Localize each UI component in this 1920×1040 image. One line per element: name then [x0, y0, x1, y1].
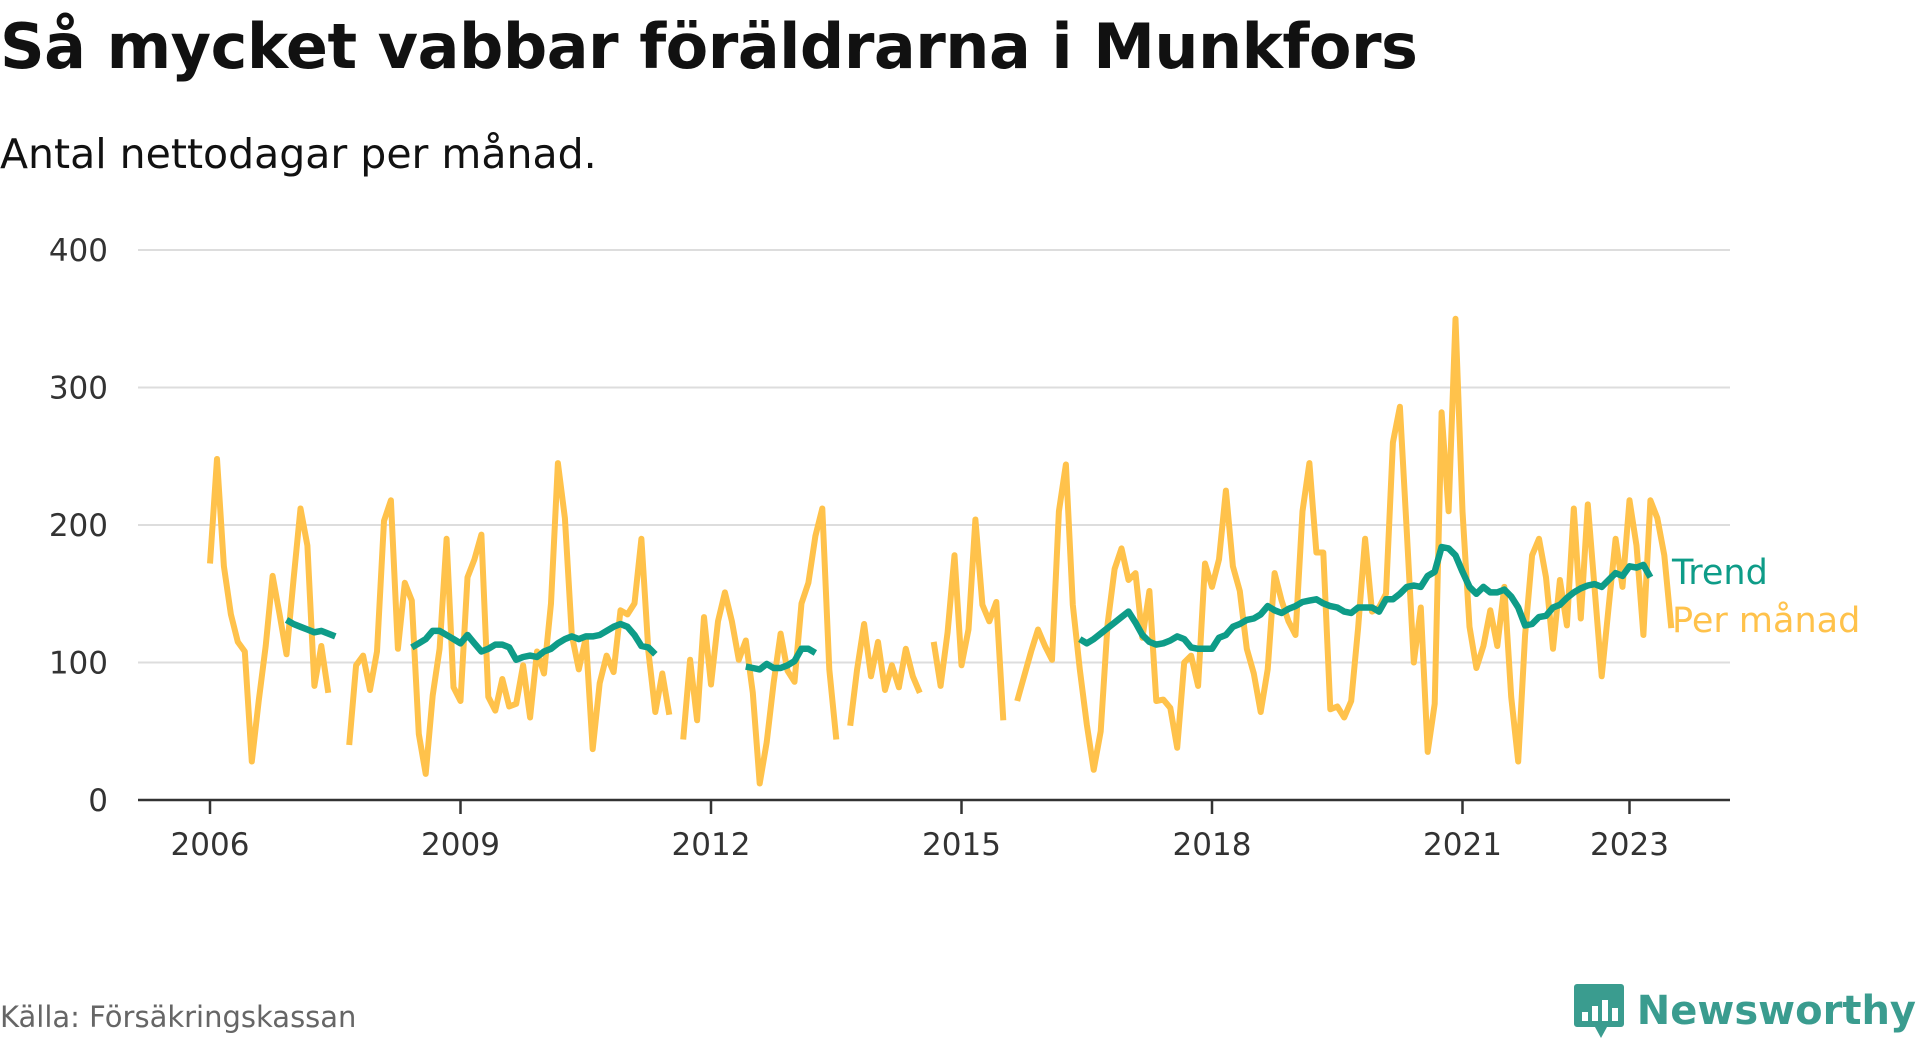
series-line-per-manad-segment-2 [346, 460, 673, 777]
x-tick-label-2023: 2023 [1590, 827, 1669, 863]
legend-label-trend: Trend [1671, 553, 1768, 593]
end-labels: Trend Per månad [1671, 553, 1860, 641]
y-tick-label-400: 400 [49, 233, 108, 269]
x-tick-label-2018: 2018 [1173, 827, 1252, 863]
series-line-per-manad-segment-4 [847, 621, 923, 727]
legend-label-per-manad: Per månad [1672, 600, 1860, 641]
series-lines [207, 315, 1675, 787]
x-axis: 2006 2009 2012 2015 2018 2021 2023 [138, 798, 1730, 863]
series-line-trend-segment-1 [284, 617, 337, 640]
y-tick-label-200: 200 [49, 508, 108, 544]
brand-logo-link[interactable]: Newsworthy [1573, 982, 1916, 1040]
chart-subtitle: Antal nettodagar per månad. [0, 130, 597, 178]
y-tick-label-300: 300 [49, 371, 108, 407]
x-tick-label-2012: 2012 [672, 827, 751, 863]
x-tick-label-2021: 2021 [1423, 827, 1502, 863]
source-note: Källa: Försäkringskassan [0, 1000, 357, 1034]
y-axis-tick-labels: 0 100 200 300 400 [49, 233, 108, 819]
series-line-trend-segment-3 [745, 645, 818, 673]
chart-title: Så mycket vabbar föräldrarna i Munkfors [0, 10, 1418, 83]
x-tick-label-2015: 2015 [922, 827, 1001, 863]
series-line-per-manad-segment-5 [930, 516, 1007, 721]
x-tick-label-2009: 2009 [421, 827, 500, 863]
x-tick-label-2006: 2006 [171, 827, 250, 863]
series-line-per-manad-segment-3 [680, 505, 840, 787]
series-line-per-manad-segment-6 [1014, 315, 1675, 773]
series-line-per-manad-segment-1 [207, 456, 332, 765]
series-line-trend-segment-4 [1078, 543, 1654, 653]
series-line-trend-segment-2 [410, 620, 658, 664]
y-tick-label-100: 100 [49, 646, 108, 682]
y-tick-label-0: 0 [88, 783, 108, 819]
bar-chart-speech-icon [1573, 984, 1624, 1038]
brand-name: Newsworthy [1636, 988, 1916, 1034]
